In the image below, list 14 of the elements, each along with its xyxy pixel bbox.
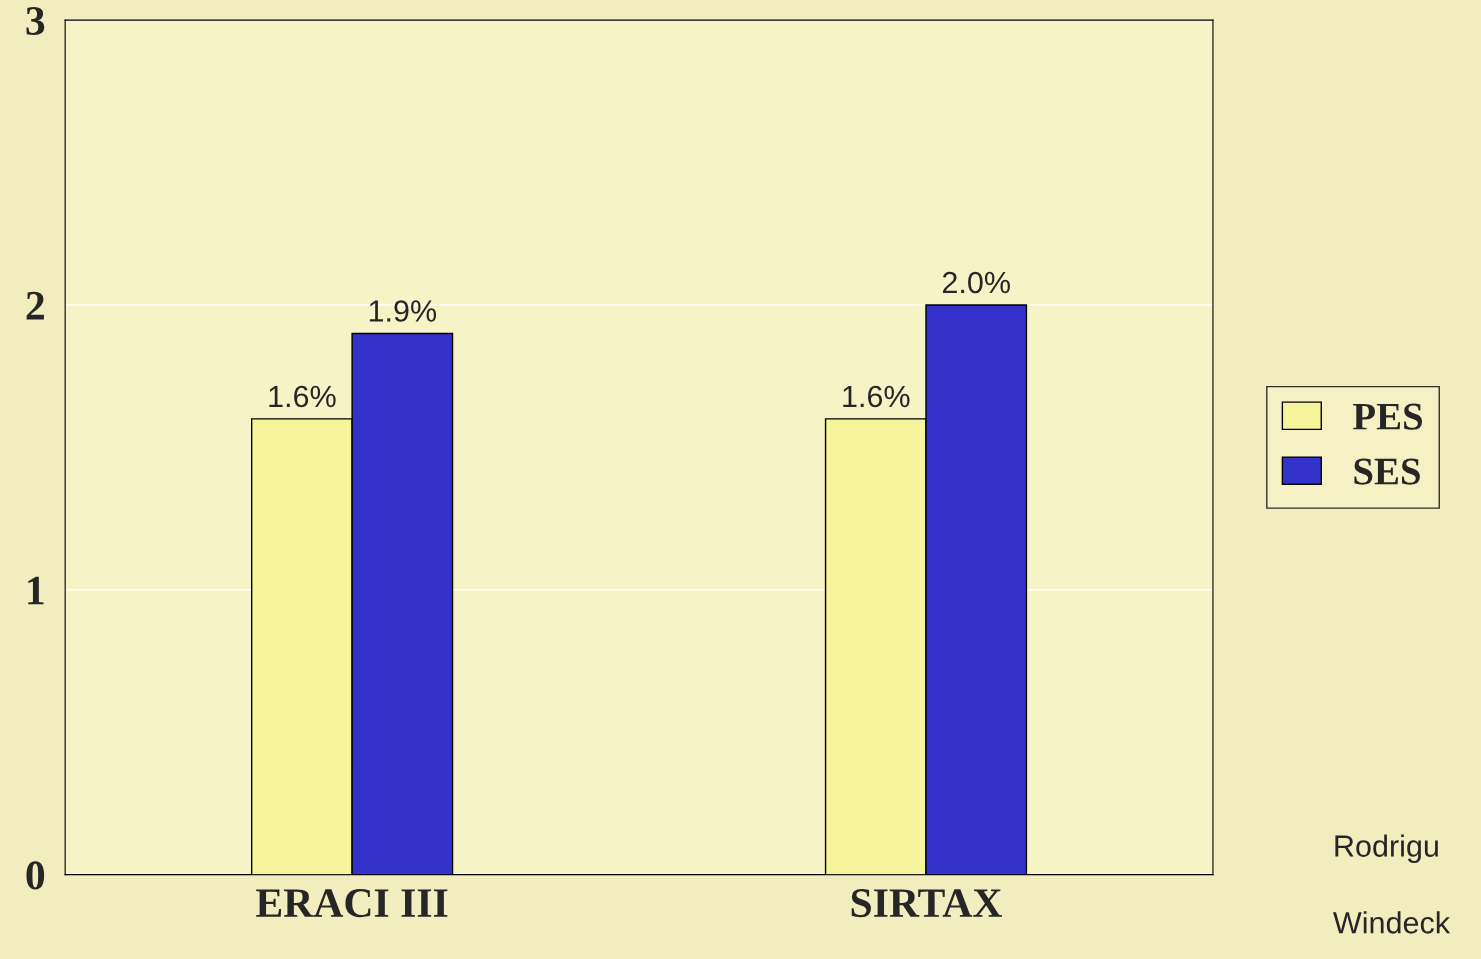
data-label: 1.6% (269, 385, 336, 408)
y-tick-label: 3 (26, 7, 45, 36)
y-tick-label: 1 (28, 576, 44, 605)
data-label: 1.6% (843, 385, 910, 408)
text: Rodrigu (1335, 834, 1438, 863)
y-tick-label: 2 (26, 291, 44, 320)
text: Windeck (1333, 911, 1451, 934)
data-label: 2.0% (942, 271, 1010, 294)
legend-label: PES (1353, 403, 1423, 430)
data-label: 1.9% (369, 300, 437, 322)
x-tick-label: SIRTAX (851, 889, 1002, 918)
x-tick-label: ERACI III (256, 889, 448, 918)
legend-label: SES (1354, 458, 1420, 485)
y-tick-label: 0 (26, 861, 45, 890)
